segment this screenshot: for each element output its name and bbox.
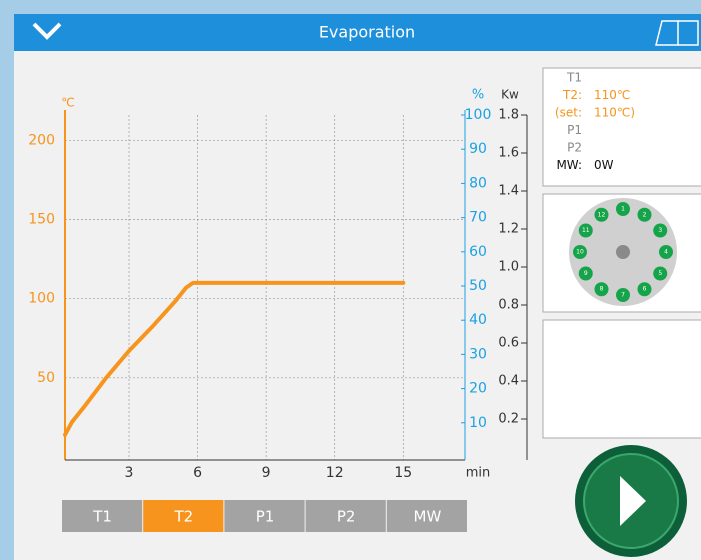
tab[interactable] [62, 500, 143, 532]
vessel [573, 245, 587, 259]
tab-label: MW [414, 508, 442, 526]
start-button[interactable] [575, 445, 687, 557]
vessel-label: 1 [621, 206, 625, 213]
vessel-label: 8 [600, 286, 604, 293]
vessel [616, 288, 630, 302]
x-axis-label: min [466, 466, 491, 481]
x-tick-label: 3 [125, 465, 134, 481]
vessel [616, 202, 630, 216]
y2-tick-label: 100 [465, 107, 492, 123]
y2-tick-label: 10 [469, 415, 487, 431]
collapse-button[interactable] [32, 22, 62, 40]
x-tick-label: 9 [262, 465, 271, 481]
x-tick-label: 15 [394, 465, 412, 481]
vessel-label: 12 [598, 211, 606, 218]
y2-tick-label: 80 [469, 175, 487, 191]
status-label: T1 [566, 71, 582, 85]
vessel [578, 266, 593, 281]
tab[interactable] [305, 500, 386, 532]
empty-panel [542, 319, 701, 439]
y-tick-label: 100 [28, 291, 55, 307]
y2-tick-label: 40 [469, 312, 487, 328]
x-tick-label: 12 [326, 465, 344, 481]
vessel-label: 9 [584, 270, 588, 277]
status-label: P2 [567, 141, 582, 155]
tab[interactable] [143, 500, 224, 532]
y3-tick-label: 0.2 [498, 412, 519, 427]
vessel [578, 223, 593, 238]
status-label: P1 [567, 123, 582, 137]
vessel-label: 7 [621, 292, 625, 299]
status-label: (set: [555, 106, 582, 120]
status-value: 110℃ [594, 88, 630, 102]
y2-tick-label: 20 [469, 381, 487, 397]
vessel-label: 5 [658, 270, 662, 277]
y2-tick-label: 50 [469, 278, 487, 294]
vessel-label: 3 [658, 227, 662, 234]
status-label: T2: [562, 88, 582, 102]
vessel [659, 245, 673, 259]
header-title: Evaporation [319, 23, 415, 42]
y2-axis-label: % [472, 88, 484, 103]
y3-tick-label: 0.8 [498, 298, 519, 313]
y-tick-label: 200 [28, 132, 55, 148]
tab-label: T2 [173, 508, 193, 526]
y2-tick-label: 90 [469, 141, 487, 157]
y2-tick-label: 30 [469, 346, 487, 362]
y3-tick-label: 1.4 [498, 184, 519, 199]
tab[interactable] [386, 500, 467, 532]
vessel [637, 207, 652, 222]
status-label: MW: [556, 158, 582, 172]
manual-button[interactable] [655, 20, 699, 46]
vessel-label: 6 [643, 286, 647, 293]
vessel [594, 282, 609, 297]
y-axis-label: ℃ [61, 96, 74, 110]
carousel-center [616, 245, 630, 259]
temperature-line [63, 280, 406, 437]
tab[interactable] [224, 500, 305, 532]
vessel-label: 2 [643, 211, 647, 218]
y3-tick-label: 1.8 [498, 108, 519, 123]
vessel-label: 11 [582, 227, 590, 234]
y3-tick-label: 1.0 [498, 260, 519, 275]
x-tick-label: 6 [193, 465, 202, 481]
y2-tick-label: 60 [469, 244, 487, 260]
y3-tick-label: 1.6 [498, 146, 519, 161]
status-value: 0W [594, 158, 614, 172]
vessel-label: 10 [576, 249, 584, 256]
tab-label: P2 [337, 508, 356, 526]
vessel [637, 282, 652, 297]
y3-axis-label: Kw [501, 88, 519, 102]
y-tick-label: 150 [28, 212, 55, 228]
y3-tick-label: 0.4 [498, 374, 519, 389]
vessel [594, 207, 609, 222]
tab-label: P1 [256, 508, 275, 526]
vessel [653, 266, 668, 281]
y3-tick-label: 1.2 [498, 222, 519, 237]
y2-tick-label: 70 [469, 210, 487, 226]
tab-label: T1 [92, 508, 112, 526]
header-bar [14, 14, 701, 51]
status-value: 110℃) [594, 106, 635, 120]
vessel [653, 223, 668, 238]
y-tick-label: 50 [37, 370, 55, 386]
status-panel [542, 67, 701, 187]
y3-tick-label: 0.6 [498, 336, 519, 351]
vessel-label: 4 [664, 249, 668, 256]
